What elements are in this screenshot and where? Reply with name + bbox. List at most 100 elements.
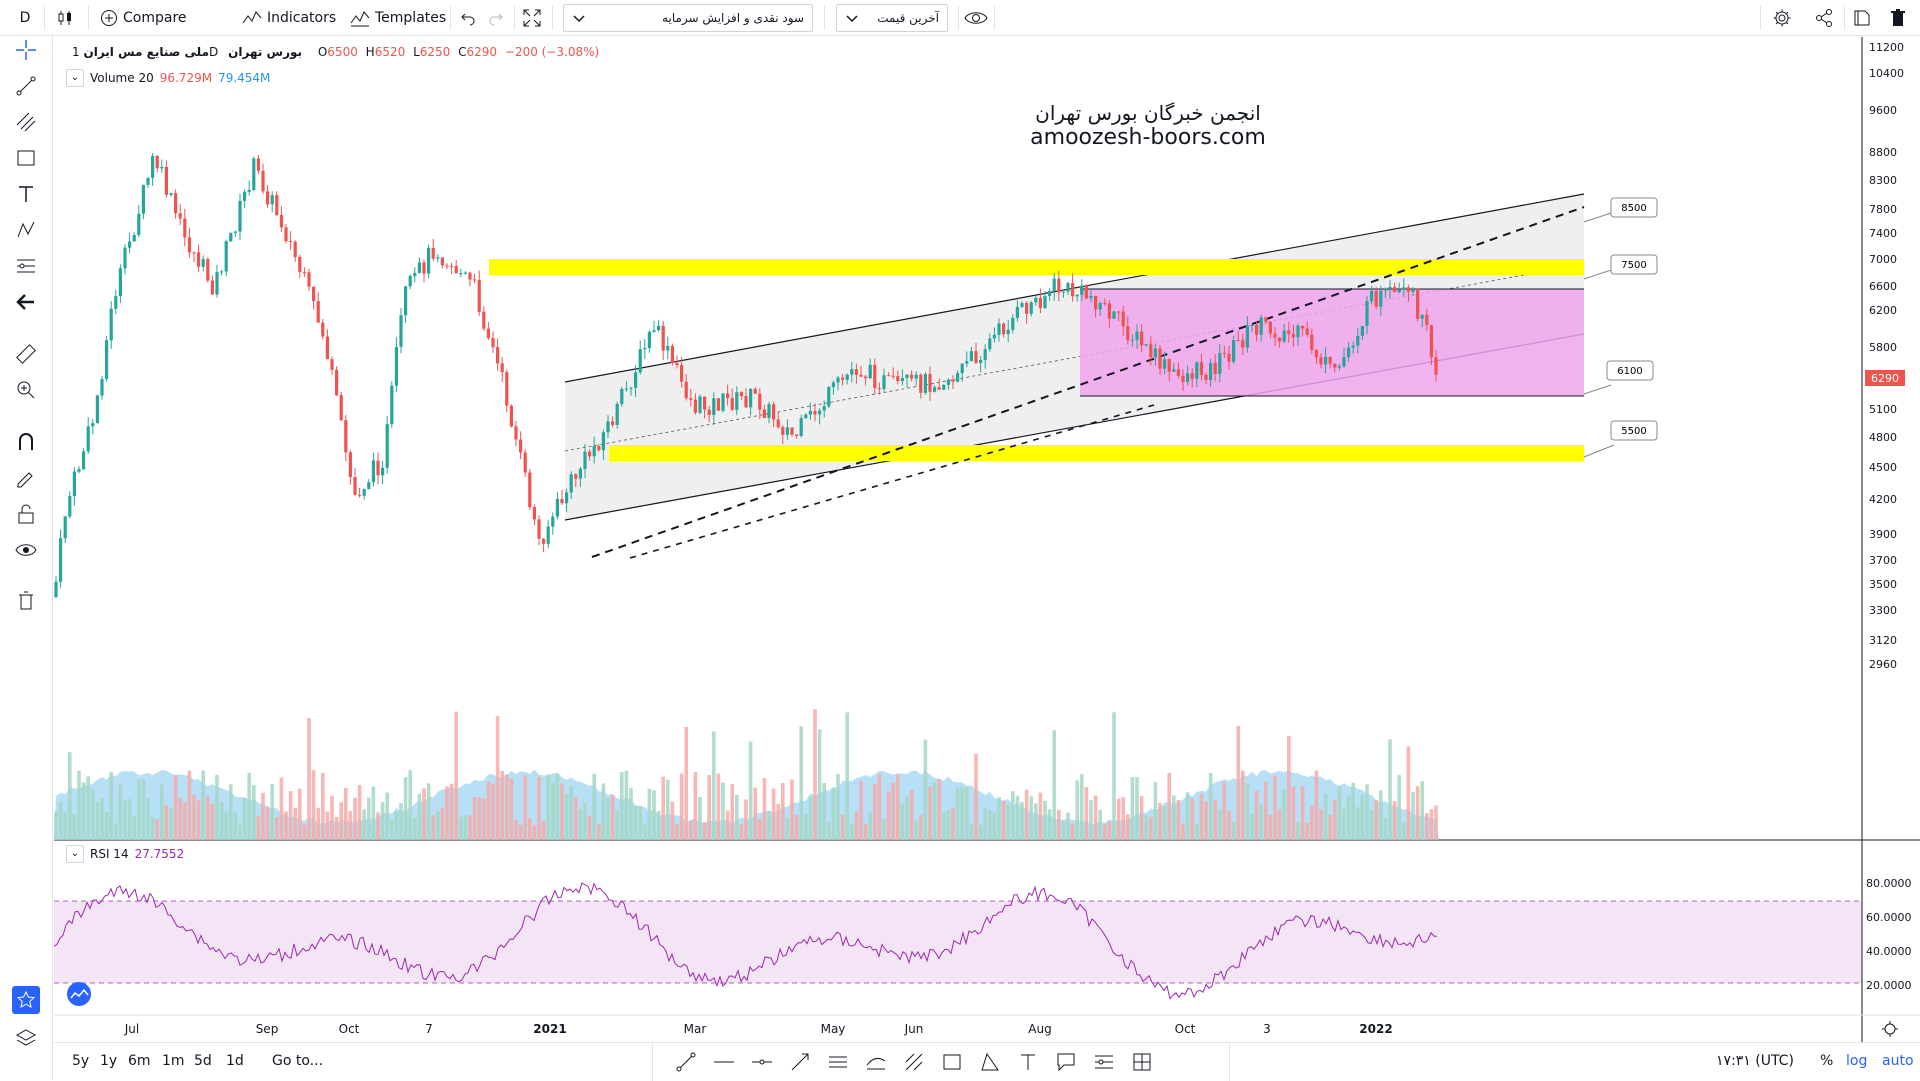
volume-bar — [712, 731, 716, 840]
range-6m[interactable]: 6m — [128, 1053, 151, 1069]
object-tree-tool[interactable] — [12, 1024, 40, 1052]
parallel-channel-tool[interactable] — [821, 1047, 855, 1077]
candle-body — [675, 362, 679, 366]
measure-tool[interactable] — [12, 340, 40, 368]
price-axis[interactable]: 11200 10400 9600 8800 8300 7800 7400 7000 6600 62… — [1869, 41, 1904, 671]
candle-body — [739, 392, 743, 397]
settings-button[interactable] — [1772, 4, 1797, 32]
zoom-tool[interactable] — [12, 376, 40, 404]
collapse-chevron-icon[interactable]: ⌄ — [66, 69, 84, 87]
callout-8500[interactable]: 8500 — [1583, 197, 1658, 223]
volume-bar — [1089, 800, 1093, 840]
redo-button[interactable] — [488, 4, 509, 32]
auto-toggle[interactable]: auto — [1882, 1053, 1914, 1069]
stay-in-drawing-tool[interactable] — [12, 464, 40, 492]
volume-bar — [1103, 824, 1107, 840]
volume-bar — [965, 786, 969, 840]
lock-drawings-tool[interactable] — [12, 500, 40, 528]
bottom-toolbar: 5y 1y 6m 1m 5d 1d Go to... ۱۷:۳۱ (UTC) %… — [54, 1042, 1920, 1081]
candle-body — [302, 271, 306, 273]
callout-7500[interactable]: 7500 — [1583, 254, 1658, 280]
callout-6100[interactable]: 6100 — [1583, 360, 1654, 395]
trendline-tool[interactable] — [12, 72, 40, 100]
clock-label[interactable]: ۱۷:۳۱ (UTC) — [1716, 1053, 1794, 1069]
candle-body — [1029, 302, 1033, 314]
templates-button[interactable]: Templates — [350, 4, 446, 32]
percent-toggle[interactable]: % — [1820, 1053, 1834, 1069]
share-button[interactable] — [1814, 4, 1839, 32]
volume-bar — [1153, 782, 1158, 840]
channel-mid-line[interactable] — [564, 263, 1585, 452]
arrow-tool[interactable] — [783, 1047, 817, 1077]
compare-button[interactable]: Compare — [100, 4, 187, 32]
pitchfork-tool[interactable] — [897, 1047, 931, 1077]
channel-upper-line[interactable] — [564, 193, 1585, 383]
hide-drawings-tool[interactable] — [12, 536, 40, 564]
trendline-tool[interactable] — [669, 1047, 703, 1077]
forecast-icon — [17, 259, 35, 273]
candles[interactable] — [54, 153, 1438, 599]
fullscreen-button[interactable] — [522, 4, 547, 32]
last-price-dropdown[interactable]: آخرین قیمت — [836, 4, 948, 32]
horizontal-ray-tool[interactable] — [745, 1047, 779, 1077]
crosshair-tool[interactable] — [12, 36, 40, 64]
range-1y[interactable]: 1y — [100, 1053, 118, 1069]
undo-button[interactable] — [460, 4, 481, 32]
pattern-tool[interactable] — [12, 216, 40, 244]
goto-button[interactable]: Go to... — [272, 1053, 324, 1069]
callout-5500[interactable]: 5500 — [1583, 420, 1658, 458]
regression-tool[interactable] — [859, 1047, 893, 1077]
candle-body — [1020, 303, 1024, 307]
magnet-tool[interactable] — [12, 428, 40, 456]
forecast-tool[interactable] — [1087, 1047, 1121, 1077]
visibility-button[interactable] — [964, 4, 993, 32]
tradingview-logo[interactable] — [67, 982, 91, 1006]
candle-body — [749, 388, 753, 408]
price-chart[interactable]: 8500 7500 6100 5500 انجمن خبرگان بورس ته… — [54, 37, 1920, 1042]
text-tool[interactable] — [12, 180, 40, 208]
text-tool[interactable] — [1011, 1047, 1045, 1077]
indicators-button[interactable]: Indicators — [242, 4, 336, 32]
favorites-tool[interactable] — [12, 986, 40, 1014]
yellow-zone-lower[interactable] — [609, 445, 1584, 461]
horizontal-line-tool[interactable] — [707, 1047, 741, 1077]
volume-bar — [459, 816, 463, 840]
snapshot-button[interactable] — [1852, 4, 1877, 32]
range-5d[interactable]: 5d — [194, 1053, 212, 1069]
candle-body — [1048, 290, 1052, 296]
interval-button[interactable]: D — [14, 4, 36, 32]
remove-drawings-tool[interactable] — [12, 586, 40, 614]
rectangle-tool[interactable] — [935, 1047, 969, 1077]
pink-zone[interactable] — [1080, 289, 1584, 396]
yellow-zone-upper[interactable] — [489, 259, 1584, 275]
range-5y[interactable]: 5y — [72, 1053, 90, 1069]
rectangle-tool[interactable] — [12, 144, 40, 172]
volume-bar — [868, 812, 872, 840]
callout-tool[interactable] — [1049, 1047, 1083, 1077]
prediction-tool[interactable] — [12, 252, 40, 280]
range-1m[interactable]: 1m — [162, 1053, 185, 1069]
candle-body — [371, 460, 375, 483]
volume-bar — [440, 807, 445, 840]
chart-style-button[interactable] — [56, 4, 79, 32]
collapse-chevron-icon[interactable]: ⌄ — [66, 845, 84, 863]
symbol-name[interactable]: ملی صنایع مس ایران — [83, 45, 210, 59]
candle-body — [799, 418, 803, 436]
range-1d[interactable]: 1d — [226, 1053, 244, 1069]
dividends-dropdown[interactable]: سود نقدی و افزایش سرمایه — [563, 4, 813, 32]
back-arrow-tool[interactable] — [12, 288, 40, 316]
channel-fill[interactable] — [565, 194, 1584, 520]
candle-body — [335, 369, 339, 396]
rsi-axis[interactable]: 80.0000 60.0000 40.0000 20.0000 — [1866, 877, 1912, 992]
volume-bar — [1190, 798, 1194, 840]
pitchfork-tool[interactable] — [12, 108, 40, 136]
delete-button[interactable] — [1890, 4, 1911, 32]
triangle-tool[interactable] — [973, 1047, 1007, 1077]
dashed-trendline[interactable] — [591, 206, 1585, 558]
candle-body — [399, 315, 403, 347]
candle-body — [482, 311, 486, 329]
chart-settings-gear[interactable] — [1882, 1021, 1898, 1037]
measure-range-tool[interactable] — [1125, 1047, 1159, 1077]
log-toggle[interactable]: log — [1846, 1053, 1868, 1069]
time-axis[interactable]: Jul Sep Oct 7 2021 Mar May Jun Aug Oct 3 2022 — [124, 1022, 1393, 1036]
